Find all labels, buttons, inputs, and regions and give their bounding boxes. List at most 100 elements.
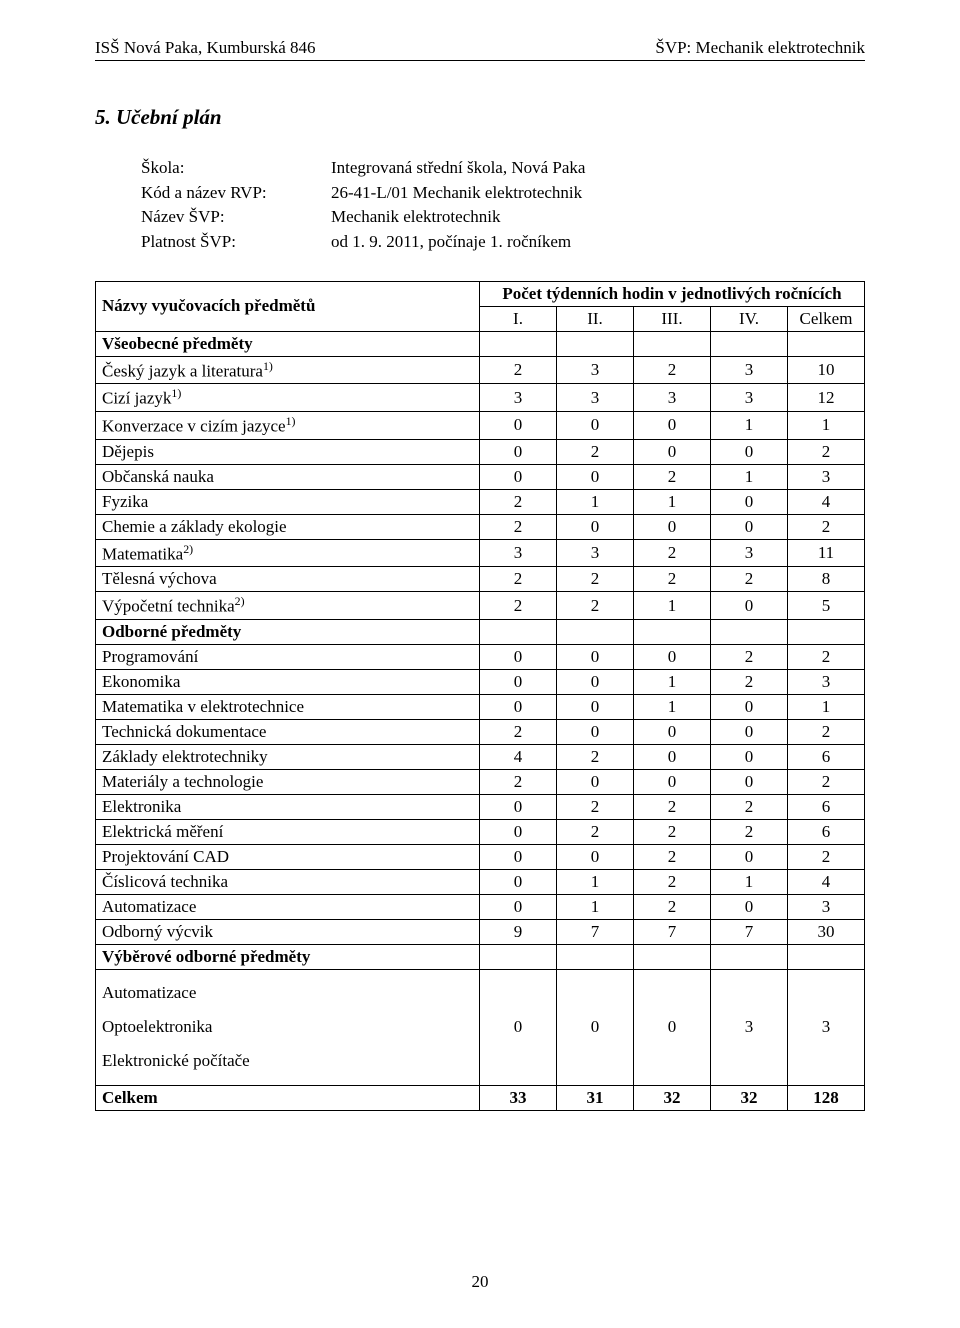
cell: Konverzace v cizím jazyce1) (96, 411, 480, 439)
cell (711, 331, 788, 356)
cell: 2 (480, 769, 557, 794)
cell (711, 619, 788, 644)
table-row: Projektování CAD00202 (96, 844, 865, 869)
cell (788, 331, 865, 356)
table-row: AutomatizaceOptoelektronikaElektronické … (96, 969, 865, 1085)
page: { "header": { "left": "ISŠ Nová Paka, Ku… (0, 0, 960, 1328)
cell: 0 (480, 439, 557, 464)
cell: 0 (557, 769, 634, 794)
cell (480, 944, 557, 969)
cell (480, 331, 557, 356)
cell: Názvy vyučovacích předmětů (96, 281, 480, 331)
cell: 2 (557, 592, 634, 620)
cell: Matematika2) (96, 539, 480, 567)
table-row: Technická dokumentace20002 (96, 719, 865, 744)
table-row: Matematika v elektrotechnice00101 (96, 694, 865, 719)
cell: 7 (711, 919, 788, 944)
table-row: Chemie a základy ekologie20002 (96, 514, 865, 539)
table-row: Český jazyk a literatura1)232310 (96, 356, 865, 384)
cell: 12 (788, 384, 865, 412)
meta-row: Škola:Integrovaná střední škola, Nová Pa… (141, 156, 865, 181)
table-row: Matematika2)332311 (96, 539, 865, 567)
table-row: Tělesná výchova22228 (96, 567, 865, 592)
table-row: Dějepis02002 (96, 439, 865, 464)
cell: III. (634, 306, 711, 331)
cell: 7 (557, 919, 634, 944)
cell: 2 (634, 464, 711, 489)
cell: Fyzika (96, 489, 480, 514)
cell: 0 (557, 669, 634, 694)
cell: 0 (480, 411, 557, 439)
cell: 0 (634, 411, 711, 439)
cell: 2 (634, 539, 711, 567)
cell: 2 (557, 744, 634, 769)
meta-block: Škola:Integrovaná střední škola, Nová Pa… (141, 156, 865, 255)
cell: 30 (788, 919, 865, 944)
cell: Odborný výcvik (96, 919, 480, 944)
cell: 10 (788, 356, 865, 384)
cell: 0 (557, 694, 634, 719)
elective-item: Elektronické počítače (102, 1051, 473, 1071)
cell: Výpočetní technika2) (96, 592, 480, 620)
meta-value: Integrovaná střední škola, Nová Paka (331, 156, 585, 181)
cell: I. (480, 306, 557, 331)
cell: 6 (788, 794, 865, 819)
cell: 1 (711, 411, 788, 439)
cell: 1 (711, 869, 788, 894)
cell: 3 (788, 969, 865, 1085)
cell: 0 (480, 894, 557, 919)
cell: 3 (634, 384, 711, 412)
cell: 0 (480, 969, 557, 1085)
table-row: Občanská nauka00213 (96, 464, 865, 489)
cell: 2 (480, 567, 557, 592)
cell: 0 (711, 769, 788, 794)
cell: 0 (711, 439, 788, 464)
cell: 7 (634, 919, 711, 944)
cell: 32 (634, 1085, 711, 1110)
curriculum-table: Názvy vyučovacích předmětůPočet týdenníc… (95, 281, 865, 1111)
meta-value: od 1. 9. 2011, počínaje 1. ročníkem (331, 230, 571, 255)
table-row: Celkem33313232128 (96, 1085, 865, 1110)
table-row: Odborné předměty (96, 619, 865, 644)
cell: 2 (634, 869, 711, 894)
cell: 2 (634, 819, 711, 844)
cell: 0 (711, 592, 788, 620)
cell: Všeobecné předměty (96, 331, 480, 356)
cell (634, 619, 711, 644)
cell: 2 (480, 514, 557, 539)
table-row: Výběrové odborné předměty (96, 944, 865, 969)
table-row: Cizí jazyk1)333312 (96, 384, 865, 412)
cell: 0 (634, 644, 711, 669)
cell: 6 (788, 744, 865, 769)
elective-names: AutomatizaceOptoelektronikaElektronické … (96, 969, 480, 1085)
cell: 0 (634, 719, 711, 744)
cell: II. (557, 306, 634, 331)
cell: Český jazyk a literatura1) (96, 356, 480, 384)
cell: 2 (634, 567, 711, 592)
cell: 2 (711, 644, 788, 669)
cell: 0 (557, 411, 634, 439)
cell: 3 (788, 669, 865, 694)
cell: 4 (788, 489, 865, 514)
header-right: ŠVP: Mechanik elektrotechnik (655, 38, 865, 58)
cell: 0 (634, 969, 711, 1085)
cell: 4 (480, 744, 557, 769)
cell: 2 (634, 356, 711, 384)
section-title: 5. Učební plán (95, 105, 865, 130)
cell: 0 (711, 844, 788, 869)
cell: IV. (711, 306, 788, 331)
cell (711, 944, 788, 969)
cell: 3 (711, 384, 788, 412)
meta-value: Mechanik elektrotechnik (331, 205, 500, 230)
cell: 2 (788, 844, 865, 869)
cell (480, 619, 557, 644)
cell: 2 (634, 794, 711, 819)
cell: Projektování CAD (96, 844, 480, 869)
cell: 1 (557, 894, 634, 919)
table-row: Konverzace v cizím jazyce1)00011 (96, 411, 865, 439)
cell (557, 944, 634, 969)
cell: Ekonomika (96, 669, 480, 694)
cell: 0 (711, 719, 788, 744)
cell: 8 (788, 567, 865, 592)
cell: 3 (557, 384, 634, 412)
